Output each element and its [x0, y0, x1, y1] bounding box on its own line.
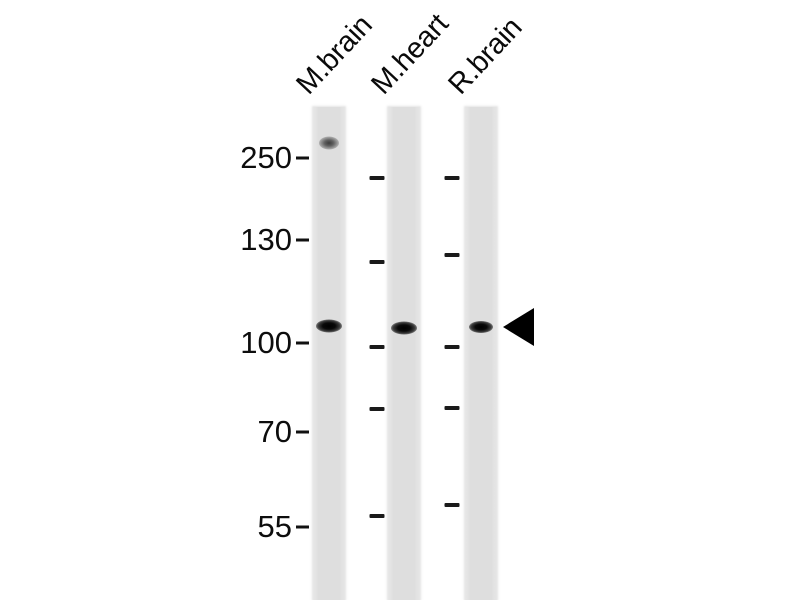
mw-label-130: 130 — [240, 222, 292, 257]
gap-tick-4 — [369, 407, 385, 411]
lane-label-2: M.heart — [365, 7, 455, 101]
gap-tick-5 — [369, 514, 385, 518]
mw-label-100: 100 — [240, 325, 292, 360]
lane-1 — [313, 107, 345, 600]
gap-tick-10 — [444, 503, 460, 507]
gap-tick-2 — [369, 260, 385, 264]
lane-1-high-mw-band — [319, 136, 339, 150]
lane-1-target-band — [316, 319, 342, 333]
mw-tick-250 — [296, 156, 309, 160]
mw-label-70: 70 — [257, 414, 292, 449]
mw-tick-70 — [296, 430, 309, 434]
band-pointer-icon — [503, 308, 534, 346]
lane-3-target-band — [469, 321, 493, 333]
lane-2 — [388, 107, 420, 600]
mw-label-55: 55 — [257, 509, 292, 544]
mw-tick-130 — [296, 238, 309, 242]
gap-tick-6 — [444, 176, 460, 180]
lane-label-1: M.brain — [290, 9, 379, 101]
gap-tick-3 — [369, 345, 385, 349]
mw-tick-100 — [296, 341, 309, 345]
lane-label-3: R.brain — [442, 11, 529, 101]
gap-tick-9 — [444, 406, 460, 410]
gap-tick-1 — [369, 176, 385, 180]
gap-tick-7 — [444, 253, 460, 257]
gap-tick-8 — [444, 345, 460, 349]
mw-label-250: 250 — [240, 140, 292, 175]
lane-3 — [465, 107, 497, 600]
mw-tick-55 — [296, 525, 309, 529]
lane-2-target-band — [391, 321, 417, 335]
